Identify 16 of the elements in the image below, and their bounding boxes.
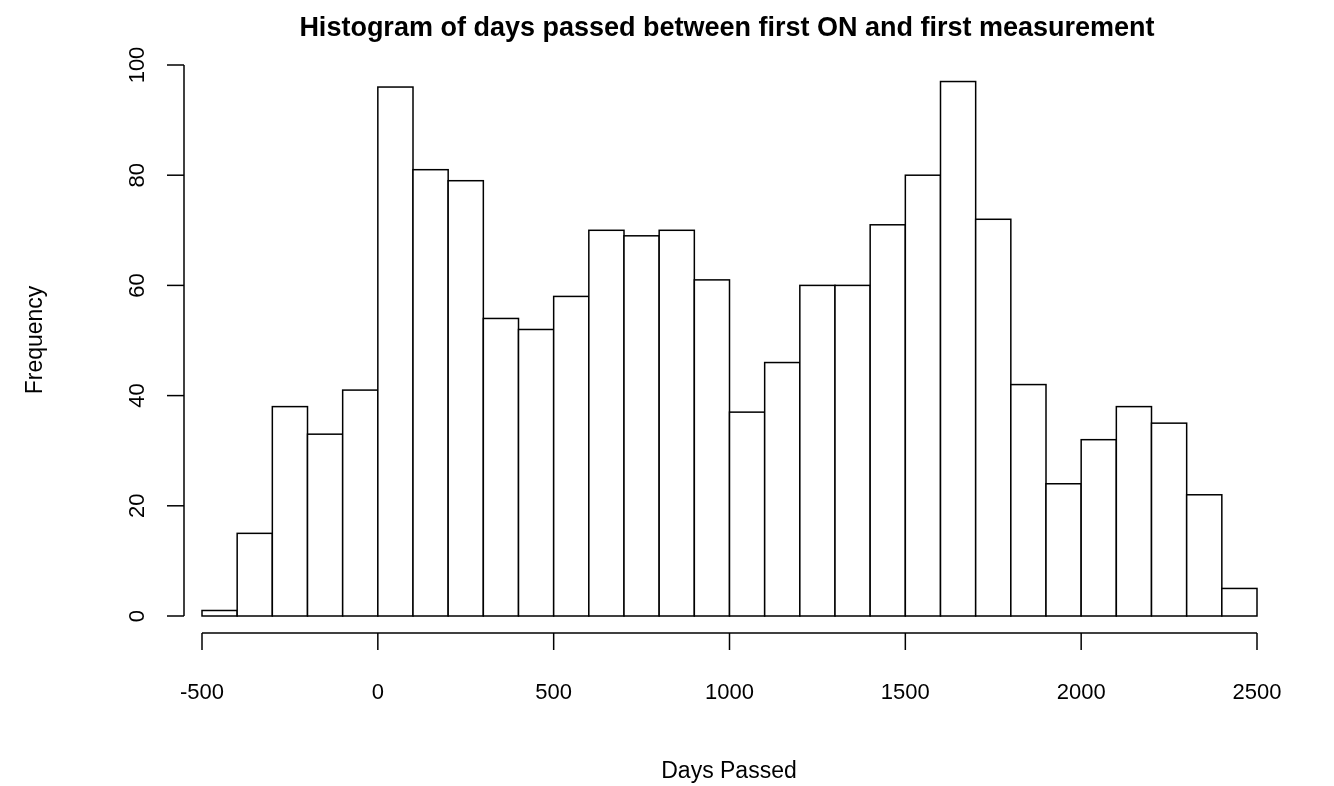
x-tick-label: 2500 bbox=[1232, 679, 1282, 704]
y-tick-label: 40 bbox=[124, 383, 149, 408]
y-tick-label: 60 bbox=[124, 273, 149, 298]
y-tick-label: 100 bbox=[124, 46, 149, 84]
chart-title: Histogram of days passed between first ON and first measurement bbox=[299, 12, 1155, 42]
x-tick-label: 1500 bbox=[880, 679, 930, 704]
x-tick-label: -500 bbox=[179, 679, 225, 704]
x-tick-label: 0 bbox=[371, 679, 384, 704]
y-tick-label: 20 bbox=[124, 493, 149, 519]
y-tick-label: 0 bbox=[124, 609, 149, 623]
x-axis-title: Days Passed bbox=[661, 757, 797, 783]
y-tick-label: 80 bbox=[124, 162, 149, 188]
y-axis-title: Frequency bbox=[21, 285, 47, 395]
x-tick-label: 1000 bbox=[705, 679, 754, 704]
x-tick-label: 500 bbox=[535, 679, 573, 704]
x-tick-label: 2000 bbox=[1056, 679, 1106, 704]
